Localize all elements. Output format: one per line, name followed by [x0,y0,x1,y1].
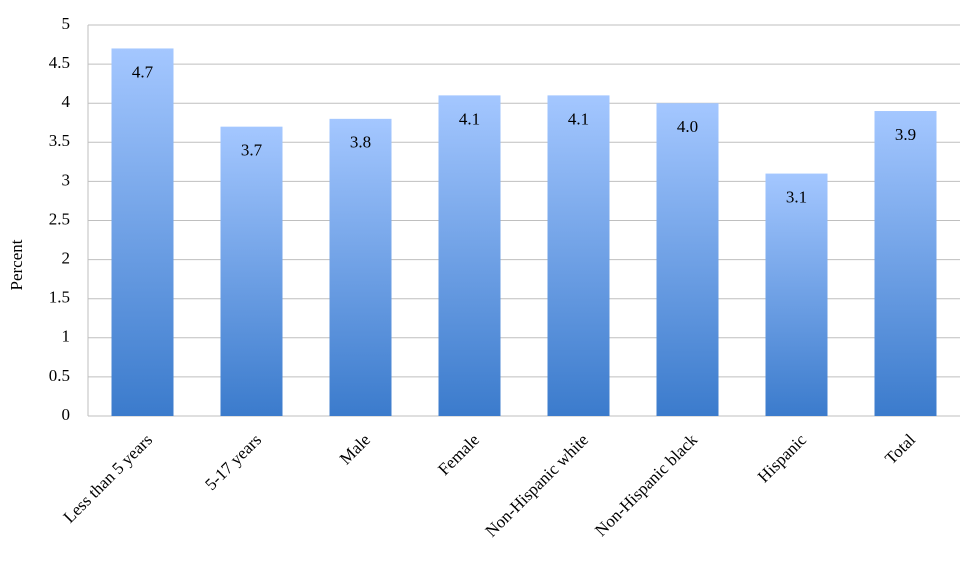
y-tick-label: 0 [62,405,71,424]
value-label: 3.1 [786,187,807,206]
value-label: 4.0 [677,117,698,136]
bar [656,103,719,416]
bar [329,118,392,416]
bar [547,95,610,416]
value-label: 3.8 [350,133,371,152]
x-tick-label: Total [881,430,919,468]
y-tick-label: 3.5 [49,131,70,150]
y-tick-label: 2 [62,249,71,268]
x-tick-label: Non-Hispanic white [482,430,593,541]
value-label: 3.7 [241,141,263,160]
y-tick-label: 2.5 [49,209,70,228]
x-tick-label: Less than 5 years [60,430,157,527]
bar [111,48,174,417]
y-tick-label: 1.5 [49,288,70,307]
value-label: 4.1 [568,109,589,128]
x-tick-label: Non-Hispanic black [591,430,701,540]
value-label: 3.9 [895,125,916,144]
bar [874,111,937,417]
y-tick-label: 5 [62,14,71,33]
value-label: 4.1 [459,109,480,128]
value-label: 4.7 [132,62,154,81]
y-tick-label: 4 [62,92,71,111]
y-axis-label: Percent [7,239,26,290]
y-tick-label: 3 [62,170,71,189]
x-tick-label: Female [434,430,483,479]
bar [220,126,283,416]
bar [438,95,501,416]
y-tick-label: 0.5 [49,366,70,385]
x-tick-label: 5-17 years [201,430,265,494]
y-tick-label: 4.5 [49,53,70,72]
x-tick-label: Male [336,430,374,468]
bar [765,173,828,416]
y-tick-label: 1 [62,327,71,346]
x-tick-label: Hispanic [754,430,810,486]
